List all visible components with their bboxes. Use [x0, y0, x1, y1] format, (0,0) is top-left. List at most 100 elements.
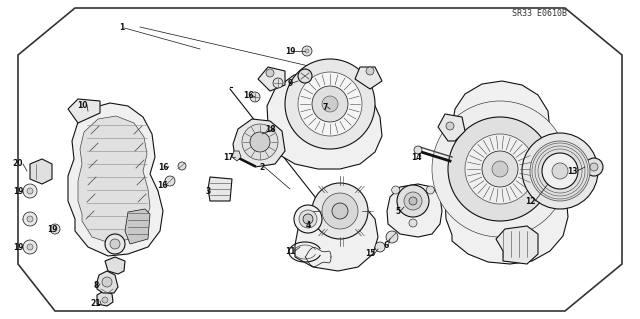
Circle shape	[23, 212, 37, 226]
Polygon shape	[328, 103, 342, 117]
Text: 16: 16	[243, 92, 253, 100]
Polygon shape	[97, 271, 118, 293]
Text: 19: 19	[13, 242, 23, 251]
Text: 21: 21	[91, 300, 101, 308]
Circle shape	[298, 69, 312, 83]
Polygon shape	[68, 99, 100, 123]
Circle shape	[322, 193, 358, 229]
Circle shape	[102, 297, 108, 303]
Text: 19: 19	[47, 225, 57, 234]
Text: 16: 16	[157, 182, 167, 190]
Polygon shape	[295, 199, 378, 271]
Polygon shape	[68, 103, 163, 256]
Circle shape	[305, 49, 309, 53]
Text: 19: 19	[285, 47, 295, 56]
Circle shape	[414, 146, 422, 154]
Circle shape	[404, 192, 422, 210]
Text: 2: 2	[259, 162, 264, 172]
Circle shape	[448, 117, 552, 221]
Polygon shape	[125, 209, 150, 244]
Circle shape	[266, 69, 274, 77]
Circle shape	[386, 231, 398, 243]
Text: 18: 18	[265, 124, 275, 133]
Text: 14: 14	[411, 152, 421, 161]
Polygon shape	[445, 81, 568, 264]
Circle shape	[50, 224, 60, 234]
Text: 4: 4	[305, 221, 310, 231]
Circle shape	[590, 163, 598, 171]
Circle shape	[426, 186, 435, 194]
Text: 19: 19	[13, 187, 23, 196]
Polygon shape	[355, 67, 382, 89]
Circle shape	[409, 197, 417, 205]
Circle shape	[178, 162, 186, 170]
Circle shape	[446, 122, 454, 130]
Circle shape	[482, 151, 518, 187]
Circle shape	[522, 133, 598, 209]
Polygon shape	[30, 159, 52, 184]
Polygon shape	[208, 177, 232, 201]
Circle shape	[27, 244, 33, 250]
Text: 5: 5	[396, 206, 401, 216]
Text: 7: 7	[323, 102, 328, 112]
Circle shape	[530, 141, 590, 201]
Circle shape	[312, 86, 348, 122]
Circle shape	[110, 239, 120, 249]
Circle shape	[105, 234, 125, 254]
Polygon shape	[233, 119, 285, 167]
Text: SR33 E0610B: SR33 E0610B	[513, 10, 568, 19]
Text: 6: 6	[383, 241, 388, 249]
Circle shape	[312, 183, 368, 239]
Circle shape	[27, 188, 33, 194]
Circle shape	[298, 72, 362, 136]
Circle shape	[23, 184, 37, 198]
Polygon shape	[78, 116, 150, 243]
Text: 11: 11	[285, 247, 295, 256]
Circle shape	[465, 134, 535, 204]
Circle shape	[332, 203, 348, 219]
Circle shape	[27, 216, 33, 222]
Text: 8: 8	[93, 281, 99, 291]
Polygon shape	[496, 226, 538, 264]
Text: 10: 10	[77, 100, 87, 109]
Circle shape	[542, 153, 578, 189]
Polygon shape	[232, 151, 241, 161]
Text: 1: 1	[120, 24, 125, 33]
Circle shape	[492, 161, 508, 177]
Circle shape	[409, 219, 417, 227]
Circle shape	[432, 101, 568, 237]
Polygon shape	[267, 71, 382, 169]
Polygon shape	[97, 291, 113, 306]
Circle shape	[250, 92, 260, 102]
Circle shape	[302, 46, 312, 56]
Circle shape	[322, 96, 338, 112]
Circle shape	[294, 205, 322, 233]
Circle shape	[397, 185, 429, 217]
Circle shape	[303, 214, 313, 224]
Text: 13: 13	[567, 167, 577, 175]
Polygon shape	[438, 114, 465, 141]
Circle shape	[375, 242, 385, 252]
Polygon shape	[258, 67, 285, 91]
Circle shape	[392, 186, 399, 194]
Circle shape	[102, 277, 112, 287]
Circle shape	[285, 59, 375, 149]
Circle shape	[273, 78, 283, 88]
Circle shape	[165, 176, 175, 186]
Text: 16: 16	[157, 162, 168, 172]
Circle shape	[366, 67, 374, 75]
Text: 17: 17	[223, 152, 234, 161]
Text: 12: 12	[525, 197, 535, 205]
Circle shape	[242, 124, 278, 160]
Circle shape	[23, 240, 37, 254]
Polygon shape	[387, 184, 442, 237]
Text: 15: 15	[365, 249, 375, 257]
Text: 20: 20	[13, 160, 23, 168]
Circle shape	[299, 210, 317, 228]
Polygon shape	[105, 257, 125, 274]
Text: 9: 9	[287, 78, 292, 87]
Text: 3: 3	[205, 187, 211, 196]
Circle shape	[552, 163, 568, 179]
Circle shape	[250, 132, 270, 152]
Circle shape	[585, 158, 603, 176]
